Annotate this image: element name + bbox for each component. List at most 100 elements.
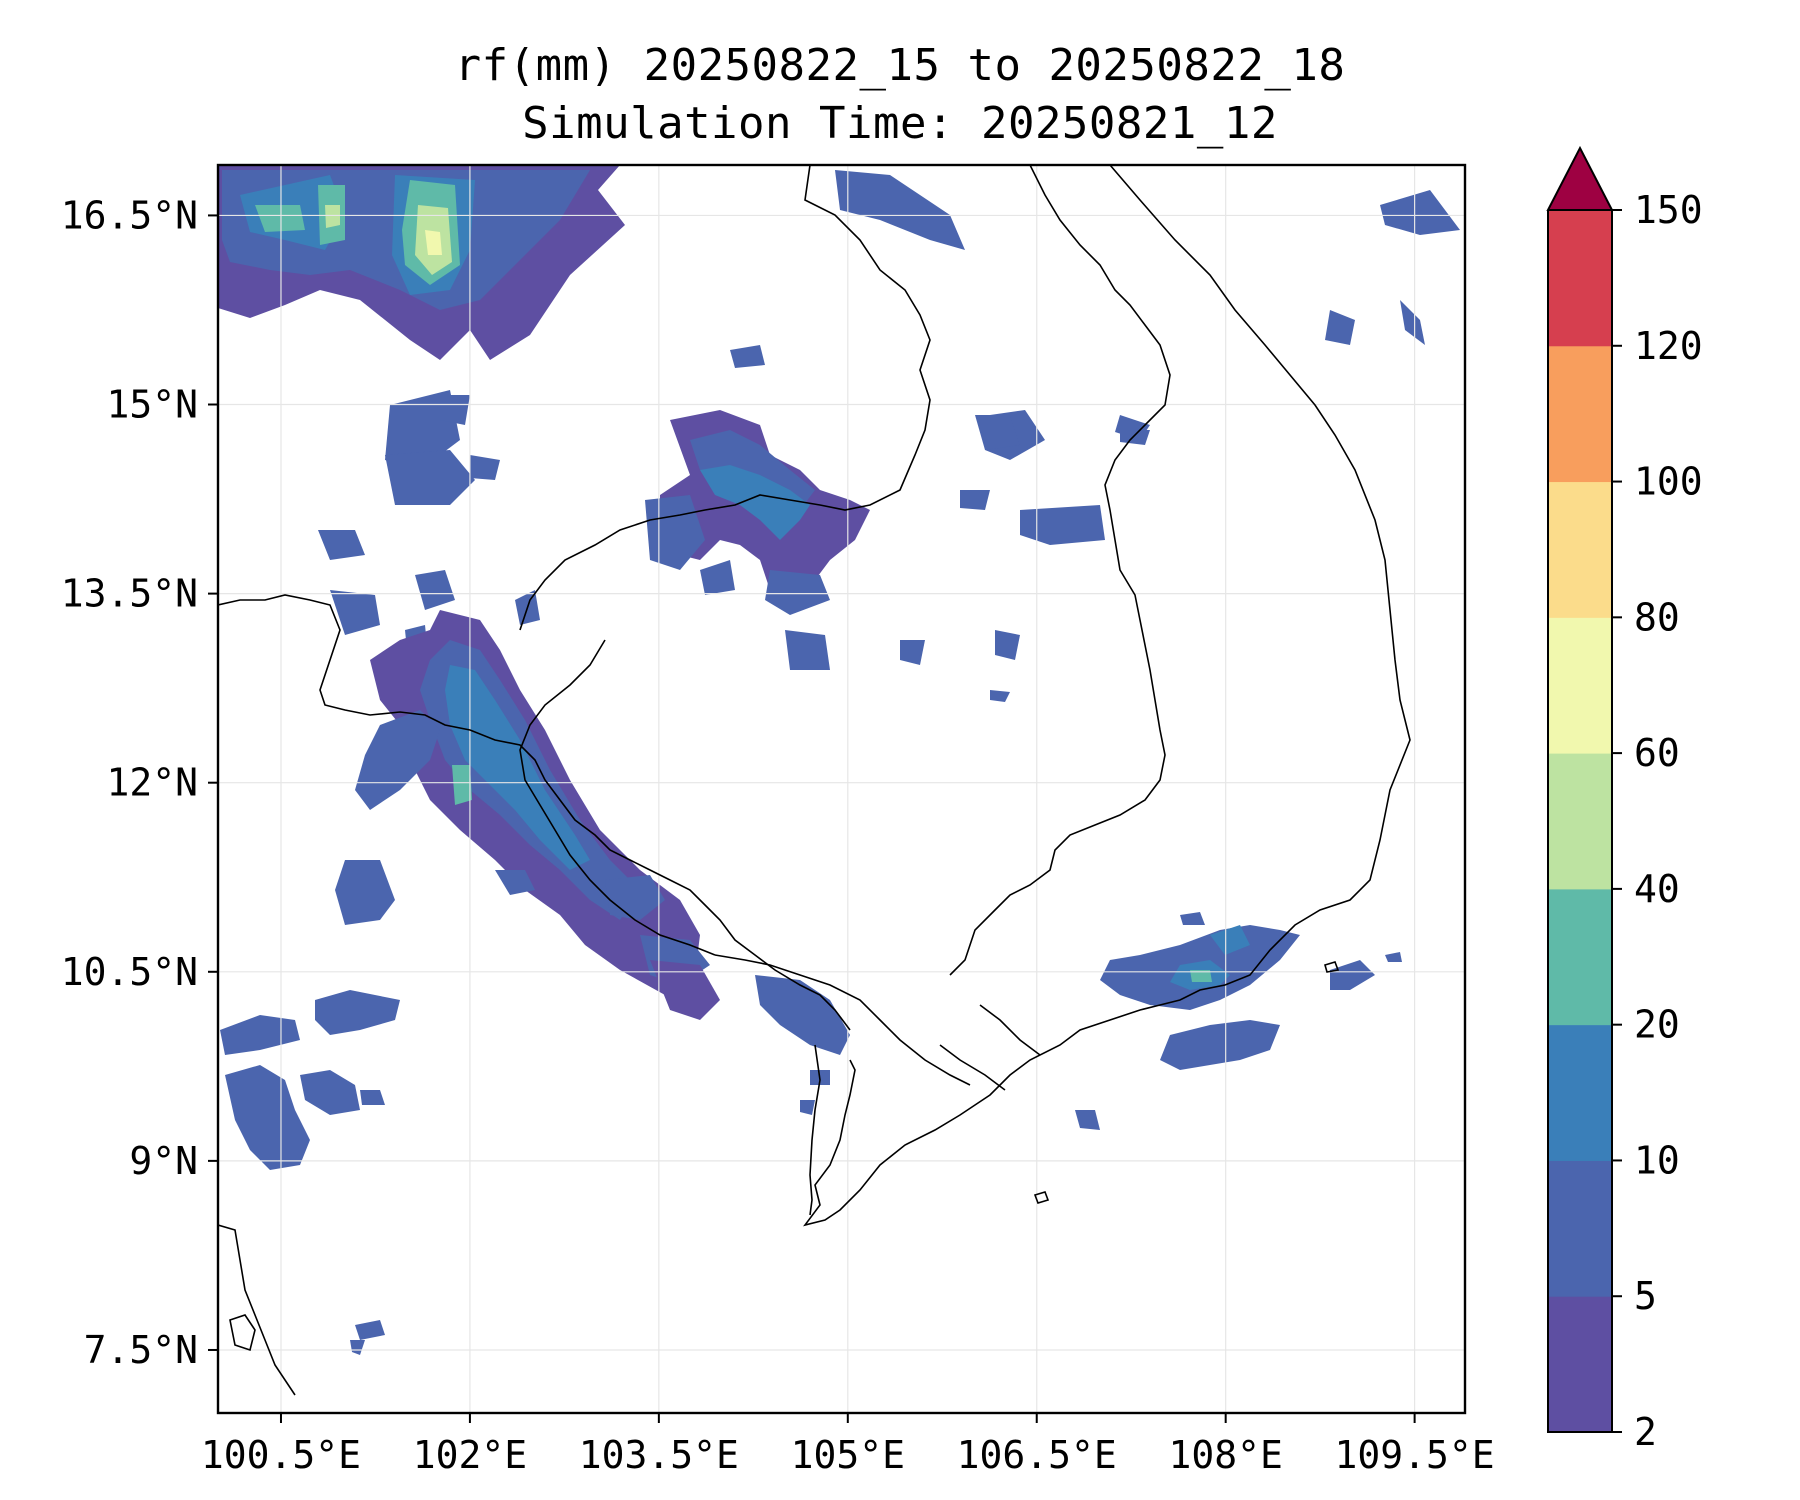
map-subtitle: Simulation Time: 20250821_12 — [522, 98, 1278, 149]
rain-region — [318, 530, 365, 560]
mekong-delta-channel — [939, 1044, 1006, 1091]
lat-tick-label: 13.5°N — [61, 572, 198, 616]
rain-region — [355, 710, 440, 810]
colorbar-segment — [1548, 210, 1612, 347]
vietnam-cambodia-border — [519, 165, 931, 631]
laos-cambodia-border — [949, 165, 1171, 976]
coastlines-and-borders — [218, 165, 1411, 1396]
western-boundary — [218, 594, 851, 1031]
colorbar-segment — [1548, 1296, 1612, 1433]
rain-region — [325, 205, 340, 228]
rain-region — [355, 1320, 385, 1340]
colorbar: 2 5 10 20 40 60 80 100 120 150 — [1546, 145, 1703, 1454]
thailand-cambodia-border — [519, 639, 716, 956]
rain-region — [1120, 430, 1150, 445]
rain-region — [1020, 505, 1105, 545]
map-gridlines — [218, 165, 1465, 1413]
rain-region — [1180, 912, 1205, 925]
rain-region — [1400, 300, 1425, 345]
rain-region — [225, 1065, 310, 1170]
lon-tick-label: 108°E — [1168, 1433, 1282, 1477]
colorbar-segment — [1548, 481, 1612, 618]
colorbar-tick-label: 20 — [1634, 1003, 1680, 1047]
lon-tick-label: 102°E — [413, 1433, 527, 1477]
cambodia-vietnam-south-border — [714, 954, 971, 1086]
rain-region — [995, 630, 1020, 660]
rain-region — [700, 560, 735, 595]
rain-region — [470, 455, 500, 480]
rain-region — [415, 570, 455, 610]
rain-region — [1190, 970, 1212, 982]
colorbar-tick-label: 2 — [1634, 1410, 1657, 1454]
rain-region — [960, 490, 990, 510]
rain-region — [360, 1090, 385, 1105]
colorbar-tick-label: 5 — [1634, 1274, 1657, 1318]
rain-region — [900, 640, 925, 665]
longitude-axis: 100.5°E 102°E 103.5°E 105°E 106.5°E 108°E 109.… — [201, 1413, 1495, 1477]
island-outline — [229, 1314, 256, 1352]
colorbar-frame — [1547, 210, 1613, 1433]
colorbar-extend-arrow — [1546, 145, 1614, 211]
colorbar-tick-label: 150 — [1634, 188, 1703, 232]
colorbar-segment — [1548, 617, 1612, 754]
rain-region — [330, 590, 380, 635]
rain-region — [755, 975, 850, 1055]
southern-coast — [809, 1044, 821, 1216]
lon-tick-label: 109.5°E — [1335, 1433, 1495, 1477]
rain-region — [425, 230, 442, 255]
rain-region — [990, 690, 1010, 702]
island-outline — [1324, 961, 1340, 973]
rain-region — [1325, 310, 1355, 345]
rain-region — [1210, 925, 1250, 955]
colorbar-segment — [1548, 345, 1612, 483]
rain-region — [452, 765, 472, 805]
mekong-delta-channel — [979, 1004, 1041, 1056]
rain-region — [765, 570, 830, 615]
map-title: rf(mm) 20250822_15 to 20250822_18 — [454, 40, 1346, 91]
lon-tick-label: 100.5°E — [201, 1433, 361, 1477]
rain-region — [730, 345, 765, 368]
lat-tick-label: 15°N — [106, 383, 198, 427]
lat-tick-label: 9°N — [129, 1139, 198, 1183]
latitude-axis: 16.5°N 15°N 13.5°N 12°N 10.5°N 9°N 7.5°N — [61, 193, 218, 1372]
map-plot-area — [218, 165, 1465, 1413]
lat-tick-label: 16.5°N — [61, 193, 198, 237]
rain-region — [1380, 190, 1460, 235]
rain-region — [440, 395, 470, 425]
rain-region — [315, 990, 400, 1035]
rainfall-contours — [218, 165, 1460, 1355]
lat-tick-label: 10.5°N — [61, 950, 198, 994]
colorbar-tick-label: 60 — [1634, 731, 1680, 775]
rain-region — [335, 860, 395, 925]
colorbar-segment — [1548, 753, 1612, 890]
rain-region — [255, 205, 305, 232]
lat-tick-label: 7.5°N — [84, 1328, 198, 1372]
lon-tick-label: 105°E — [791, 1433, 905, 1477]
rain-region — [650, 960, 720, 1020]
rain-region — [975, 415, 1020, 450]
rain-region — [350, 1340, 365, 1355]
colorbar-segment — [1548, 888, 1612, 1026]
colorbar-tick-label: 10 — [1634, 1138, 1680, 1182]
colorbar-tick-label: 80 — [1634, 595, 1680, 639]
colorbar-tick-label: 100 — [1634, 460, 1703, 504]
island-outline — [1033, 1191, 1050, 1204]
lon-tick-label: 103.5°E — [579, 1433, 739, 1477]
rain-region — [1330, 960, 1375, 990]
vietnam-coastline — [803, 165, 1411, 1227]
colorbar-tick-label: 40 — [1634, 867, 1680, 911]
lat-tick-label: 12°N — [106, 761, 198, 805]
colorbar-segment — [1548, 1024, 1612, 1161]
rain-region — [1385, 952, 1402, 962]
rain-region — [445, 665, 590, 870]
peninsula-coast — [218, 1224, 296, 1396]
colorbar-segment — [1548, 1160, 1612, 1297]
rain-region — [785, 630, 830, 670]
rain-region — [385, 450, 475, 505]
rain-region — [700, 465, 810, 540]
rain-region — [800, 1100, 815, 1115]
rain-region — [300, 1070, 360, 1115]
lon-tick-label: 106.5°E — [957, 1433, 1117, 1477]
rain-region — [1075, 1110, 1100, 1130]
map-frame — [216, 163, 1467, 1415]
